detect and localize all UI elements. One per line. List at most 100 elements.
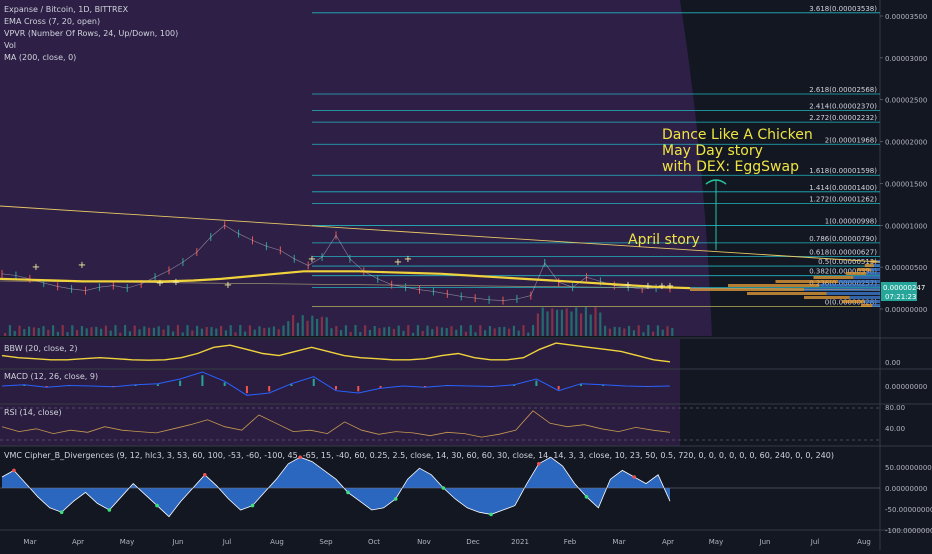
volume-bar — [81, 326, 83, 336]
volume-bar — [474, 332, 476, 336]
volume-bar — [42, 326, 44, 336]
volume-bar — [52, 325, 54, 336]
ema-cross-signal: + — [224, 280, 232, 291]
volume-bar — [369, 330, 371, 336]
volume-bar — [657, 325, 659, 336]
ema-cross-signal: + — [666, 281, 674, 292]
vpvr-bar-down — [838, 280, 880, 283]
vpvr-bar-down — [874, 264, 880, 267]
y-tick-label: 0.00001000 — [885, 222, 927, 230]
x-tick-label: Sep — [319, 538, 333, 546]
volume-bar — [239, 325, 241, 336]
volume-bar — [76, 330, 78, 336]
macd-tick: 0.00000000 — [885, 383, 927, 391]
indicator-vpvr: VPVR (Number Of Rows, 24, Up/Down, 100) — [4, 29, 178, 38]
volume-bar — [138, 329, 140, 336]
volume-bar — [66, 332, 68, 336]
volume-bar — [489, 326, 491, 336]
vmc-dot — [60, 510, 64, 514]
vmc-dot — [298, 455, 302, 459]
fib-label: 0.786(0.00000790) — [809, 235, 877, 243]
ema-cross-signal: + — [624, 280, 632, 291]
volume-bar — [398, 326, 400, 336]
fib-label: 2.272(0.00002232) — [809, 114, 877, 122]
volume-bar — [316, 319, 318, 336]
ema-cross-signal: + — [308, 254, 316, 265]
y-tick-label: 0.00002000 — [885, 139, 927, 147]
macd-hist-bar — [290, 384, 292, 386]
volume-bar — [604, 326, 606, 336]
volume-bar — [86, 328, 88, 336]
vpvr-bar-down — [819, 284, 880, 287]
volume-bar — [311, 316, 313, 336]
y-tick-label: 0.00003000 — [885, 55, 927, 63]
x-tick-label: May — [120, 538, 134, 546]
volume-bar — [623, 328, 625, 336]
volume-bar — [297, 323, 299, 336]
volume-bar — [282, 326, 284, 336]
volume-bar — [647, 325, 649, 336]
annotation-april: April story — [628, 232, 700, 248]
vmc-dot — [155, 504, 159, 508]
volume-bar — [95, 327, 97, 336]
x-tick-label: Feb — [564, 538, 577, 546]
x-tick-label: Nov — [417, 538, 431, 546]
volume-bar — [278, 329, 280, 336]
y-tick-label: 0.00000500 — [885, 264, 927, 272]
volume-bar — [522, 325, 524, 336]
vmc-label: VMC Cipher_B_Divergences (9, 12, hlc3, 3… — [4, 451, 834, 460]
macd-hist-bar — [535, 381, 537, 386]
volume-bar — [33, 327, 35, 336]
volume-bar — [105, 326, 107, 336]
volume-bar — [374, 326, 376, 336]
volume-bar — [4, 333, 6, 336]
volume-bar — [642, 332, 644, 336]
macd-hist-bar — [201, 375, 203, 386]
x-tick-label: Jul — [810, 538, 820, 546]
volume-bar — [124, 325, 126, 336]
macd-hist-bar — [424, 386, 426, 387]
volume-bar — [129, 331, 131, 336]
vpvr-bar-up — [865, 264, 874, 267]
x-tick-label: Mar — [23, 538, 36, 546]
vpvr-bar-up — [747, 292, 827, 295]
volume-bar — [542, 307, 544, 336]
fib-label: 2(0.00001968) — [825, 136, 877, 144]
main-pane-shade — [0, 0, 712, 336]
vpvr-bar-up — [846, 272, 867, 275]
volume-bar — [666, 326, 668, 336]
volume-bar — [340, 330, 342, 336]
volume-bar — [513, 326, 515, 336]
volume-bar — [258, 326, 260, 336]
bbw-tick: 0.00 — [885, 359, 901, 367]
volume-bar — [426, 326, 428, 336]
volume-bar — [508, 329, 510, 336]
volume-bar — [532, 325, 534, 336]
volume-bar — [273, 326, 275, 336]
volume-bar — [599, 313, 601, 336]
volume-bar — [479, 325, 481, 336]
volume-bar — [350, 332, 352, 336]
volume-bar — [412, 333, 414, 336]
volume-bar — [292, 315, 294, 336]
volume-bar — [570, 311, 572, 336]
vmc-dot — [108, 508, 112, 512]
volume-bar — [263, 328, 265, 336]
volume-bar — [9, 325, 11, 336]
vmc-dot — [537, 462, 541, 466]
fib-label: 2.618(0.00002568) — [809, 86, 877, 94]
volume-bar — [18, 326, 20, 336]
volume-bar — [71, 325, 73, 336]
volume-bar — [158, 326, 160, 336]
y-tick-label: 0.00001500 — [885, 180, 927, 188]
volume-bar — [201, 329, 203, 336]
volume-bar — [148, 328, 150, 336]
macd-hist-bar — [335, 386, 337, 390]
rsi-tick-80: 80.00 — [885, 404, 905, 412]
volume-bar — [388, 327, 390, 336]
vpvr-bar-down — [872, 304, 880, 307]
volume-bar — [162, 330, 164, 336]
vmc-dot — [346, 491, 350, 495]
volume-bar — [527, 333, 529, 336]
volume-bar — [551, 308, 553, 336]
